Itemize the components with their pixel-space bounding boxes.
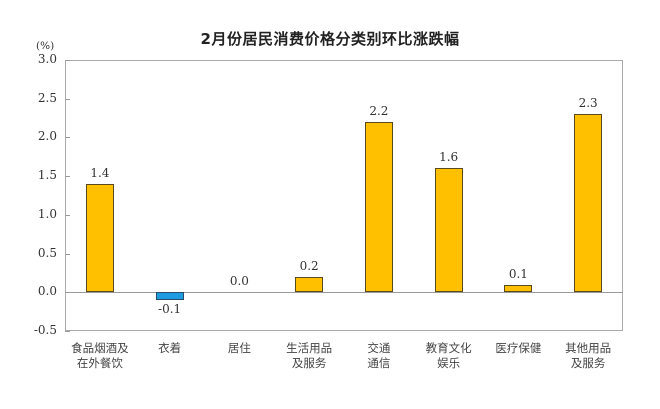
y-tick [65,253,70,255]
x-category-line: 教育文化 [425,341,472,355]
x-category-line: 及服务 [291,356,327,370]
y-tick-label: 3.0 [37,52,57,66]
x-category-label: 教育文化 娱乐 [414,341,484,371]
data-label: 1.4 [90,165,110,180]
x-category-line: 通信 [367,356,391,370]
zero-baseline [65,292,623,294]
data-label: 0.1 [508,266,528,281]
y-tick-label: 2.5 [37,90,57,105]
y-tick [65,331,70,332]
data-label: 0.2 [299,258,319,273]
data-label: -0.1 [158,302,182,317]
x-category-line: 食品烟酒及 [71,341,129,355]
data-label: 2.3 [578,96,598,111]
x-category-label: 其他用品 及服务 [553,341,623,371]
y-tick-label: 2.0 [37,129,57,144]
y-tick-label: 1.5 [37,168,57,183]
x-category-line: 及服务 [570,356,606,370]
data-label: 1.6 [439,150,459,165]
x-category-label: 居住 [204,341,274,356]
bar [364,121,393,293]
y-tick [65,60,70,61]
bar [155,292,184,301]
data-label: 0.0 [229,274,249,289]
bar [85,183,114,293]
x-category-label: 食品烟酒及 在外餐饮 [65,341,135,371]
x-category-label: 衣着 [135,341,205,356]
plot-area [65,60,623,331]
bar [574,114,603,293]
x-category-label: 交通 通信 [344,341,414,371]
x-category-line: 娱乐 [437,356,461,370]
x-category-line: 在外餐饮 [76,356,123,370]
data-label: 2.2 [369,103,389,118]
y-tick-label: 0.0 [37,284,57,299]
x-category-line: 居住 [227,341,251,355]
y-tick [65,176,70,178]
bar [504,284,533,293]
bar [434,168,463,293]
x-category-line: 生活用品 [286,341,333,355]
y-tick [65,98,70,100]
y-tick [65,137,70,139]
x-category-line: 其他用品 [565,341,612,355]
y-tick-label: -0.5 [33,323,57,337]
x-category-label: 医疗保健 [483,341,553,356]
y-tick-label: 0.5 [37,245,57,260]
y-axis-unit: (%) [36,40,55,52]
y-tick [65,214,70,216]
x-category-line: 医疗保健 [495,341,542,355]
bar [295,276,324,293]
chart-title: 2月份居民消费价格分类别环比涨跌幅 [200,30,460,48]
y-tick-label: 1.0 [37,206,57,221]
x-category-line: 交通 [367,341,391,355]
x-category-line: 衣着 [158,341,182,355]
x-category-label: 生活用品 及服务 [274,341,344,371]
